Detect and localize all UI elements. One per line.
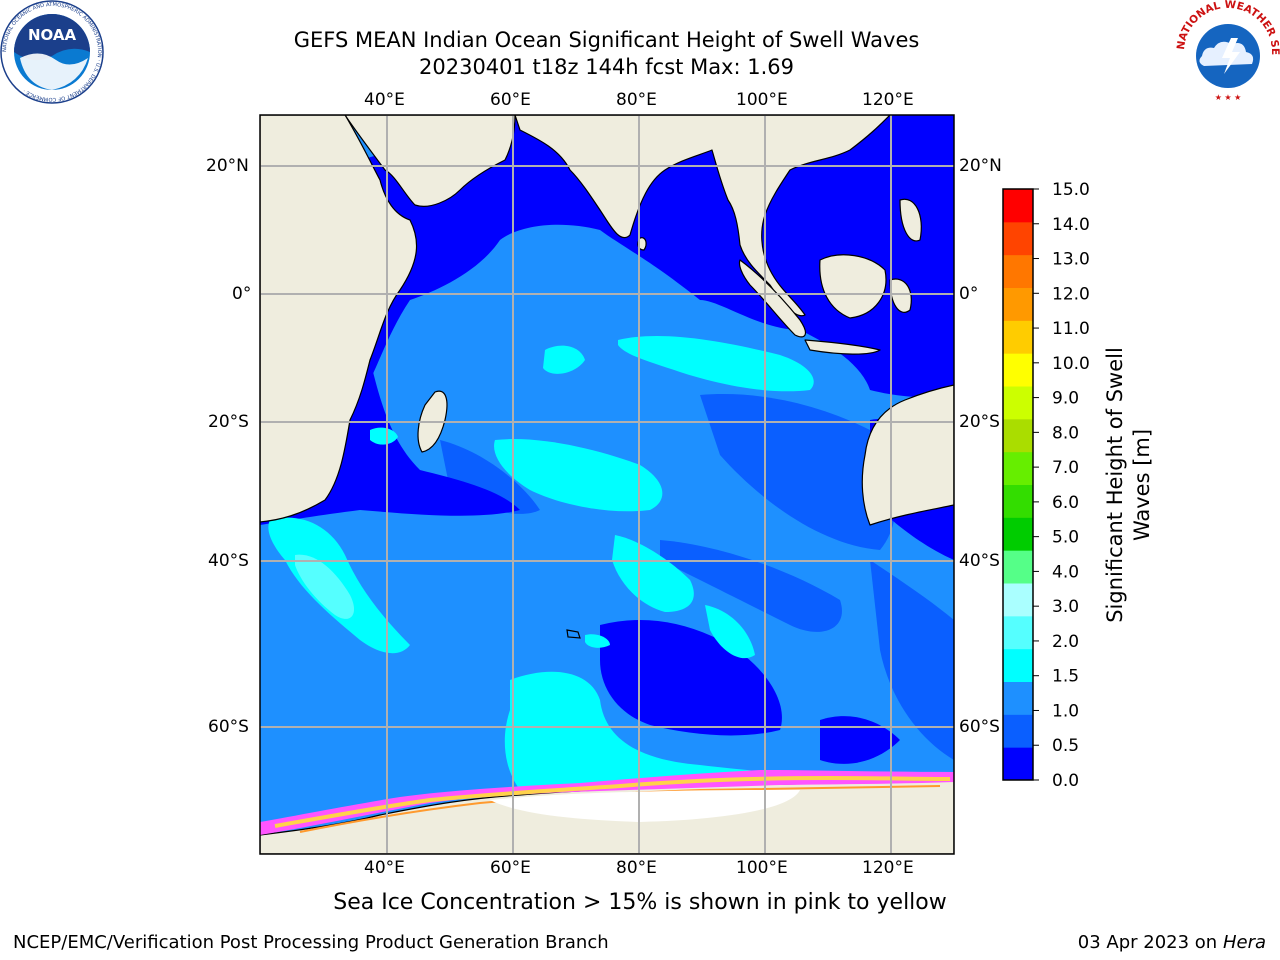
- colorbar-segment: [1003, 681, 1033, 715]
- colorbar-tick-label: 1.0: [1052, 701, 1079, 721]
- colorbar-tick-label: 10.0: [1052, 354, 1090, 374]
- lat-label-left-40s: 40°S: [208, 551, 249, 571]
- svg-text:★ ★ ★: ★ ★ ★: [1215, 93, 1242, 102]
- lon-label-bottom-120e: 120°E: [862, 858, 914, 878]
- colorbar-segment: [1003, 287, 1033, 321]
- lon-label-top-80e: 80°E: [616, 90, 657, 110]
- colorbar-segment: [1003, 353, 1033, 387]
- lat-label-right-20n: 20°N: [959, 156, 1002, 176]
- philippines: [899, 198, 922, 242]
- lat-label-right-60s: 60°S: [959, 717, 1000, 737]
- colorbar-segment: [1003, 583, 1033, 617]
- sea-ice: [260, 770, 954, 835]
- lon-label-top-40e: 40°E: [364, 90, 405, 110]
- colorbar-tick-label: 4.0: [1052, 562, 1079, 582]
- colorbar-segment: [1003, 451, 1033, 485]
- colorbar-segment: [1003, 747, 1033, 781]
- colorbar-tick-label: 15.0: [1052, 180, 1090, 200]
- lon-label-top-120e: 120°E: [862, 90, 914, 110]
- colorbar-tick-label: 11.0: [1052, 319, 1090, 339]
- lat-label-right-20s: 20°S: [959, 412, 1000, 432]
- colorbar-segment: [1003, 189, 1033, 223]
- colorbar-label-line1: Significant Height of Swell: [1103, 347, 1127, 623]
- nws-logo: NATIONAL WEATHER SERVICE ★ ★ ★: [1176, 0, 1280, 102]
- colorbar-segment: [1003, 484, 1033, 518]
- lon-label-bottom-100e: 100°E: [736, 858, 788, 878]
- noaa-logo-text: NOAA: [28, 26, 77, 44]
- colorbar-segment: [1003, 648, 1033, 682]
- colorbar-segment: [1003, 615, 1033, 650]
- lat-label-left-0: 0°: [232, 284, 252, 304]
- colorbar-tick-label: 9.0: [1052, 389, 1079, 409]
- colorbar-tick-label: 3.0: [1052, 597, 1079, 617]
- africa: [260, 115, 418, 523]
- footer-credit: NCEP/EMC/Verification Post Processing Pr…: [13, 932, 609, 953]
- footer-date-text: 03 Apr 2023 on: [1077, 932, 1223, 953]
- lon-label-top-60e: 60°E: [490, 90, 531, 110]
- colorbar-segment: [1003, 320, 1033, 354]
- colorbar-tick-label: 5.0: [1052, 528, 1079, 548]
- colorbar-tick-label: 6.0: [1052, 493, 1079, 513]
- lat-label-left-60s: 60°S: [208, 717, 249, 737]
- lat-label-left-20n: 20°N: [206, 156, 249, 176]
- lat-label-right-0: 0°: [959, 284, 979, 304]
- lon-label-bottom-60e: 60°E: [490, 858, 531, 878]
- colorbar-segment: [1003, 714, 1033, 748]
- colorbar-tick-label: 0.0: [1052, 771, 1079, 791]
- lat-label-left-20s: 20°S: [208, 412, 249, 432]
- australia: [861, 384, 954, 526]
- colorbar-segment: [1003, 550, 1033, 584]
- colorbar-segment: [1003, 517, 1033, 551]
- colorbar-tick-label: 7.0: [1052, 458, 1079, 478]
- colorbar-tick-label: 8.0: [1052, 423, 1079, 443]
- footer-date: 03 Apr 2023 on Hera: [1078, 932, 1266, 953]
- colorbar-segment: [1003, 221, 1033, 256]
- colorbar-segment: [1003, 418, 1033, 453]
- sulawesi-region: [889, 278, 912, 313]
- colorbar-tick-label: 12.0: [1052, 284, 1090, 304]
- lon-label-bottom-40e: 40°E: [364, 858, 405, 878]
- sea-ice-note: Sea Ice Concentration > 15% is shown in …: [333, 890, 947, 915]
- colorbar-frame: [1002, 188, 1034, 781]
- footer-machine: Hera: [1222, 932, 1266, 953]
- colorbar-tick-label: 13.0: [1052, 250, 1090, 270]
- lon-label-top-100e: 100°E: [736, 90, 788, 110]
- colorbar-tick-label: 1.5: [1052, 667, 1079, 687]
- borneo: [819, 254, 887, 319]
- colorbar-tick-label: 2.0: [1052, 632, 1079, 652]
- java: [804, 339, 881, 355]
- colorbar-tick-label: 0.5: [1052, 736, 1079, 756]
- map-subtitle: 20230401 t18z 144h fcst Max: 1.69: [419, 55, 794, 79]
- colorbar-tick-label: 14.0: [1052, 215, 1090, 235]
- colorbar-segment: [1003, 254, 1033, 288]
- map-frame: [259, 114, 955, 855]
- noaa-logo: NATIONAL OCEANIC AND ATMOSPHERIC ADMINIS…: [0, 0, 104, 104]
- colorbar-segment: [1003, 386, 1033, 420]
- lon-label-bottom-80e: 80°E: [616, 858, 657, 878]
- lat-label-right-40s: 40°S: [959, 551, 1000, 571]
- map-title: GEFS MEAN Indian Ocean Significant Heigh…: [293, 28, 920, 52]
- swell-band-2.0-3.0: [295, 554, 355, 619]
- graticule: [260, 115, 954, 854]
- colorbar-label-line2: Waves [m]: [1130, 429, 1154, 541]
